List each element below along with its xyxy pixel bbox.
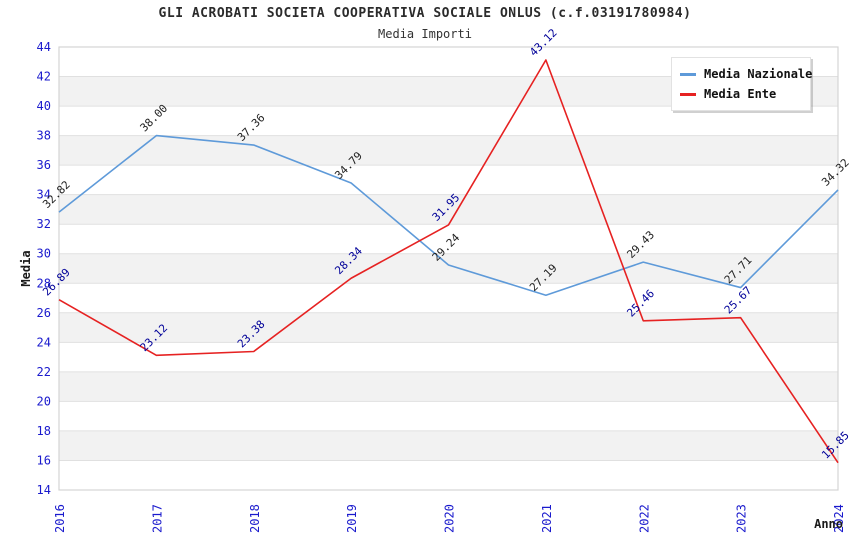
y-tick-label: 18 xyxy=(37,424,51,438)
y-tick-label: 14 xyxy=(37,483,51,497)
y-tick-label: 40 xyxy=(37,99,51,113)
chart-subtitle: Media Importi xyxy=(378,27,472,41)
y-tick-label: 36 xyxy=(37,158,51,172)
y-tick-label: 30 xyxy=(37,247,51,261)
x-tick-label: 2023 xyxy=(735,504,749,533)
y-tick-label: 24 xyxy=(37,335,51,349)
x-tick-label: 2017 xyxy=(150,504,164,533)
legend-label: Media Nazionale xyxy=(704,67,813,81)
x-tick-label: 2021 xyxy=(540,504,554,533)
x-tick-label: 2024 xyxy=(832,504,846,533)
plot-band xyxy=(59,165,838,195)
plot-band xyxy=(59,460,838,490)
plot-border xyxy=(58,46,839,491)
legend-swatch-red-line-icon xyxy=(680,92,696,96)
plot-band xyxy=(59,401,838,431)
y-tick-label: 22 xyxy=(37,365,51,379)
x-axis-title: Anno xyxy=(814,517,843,531)
plot-band xyxy=(59,283,838,313)
y-axis-title: Media xyxy=(19,250,33,286)
legend-swatch-blue-line-icon xyxy=(680,72,696,76)
plot-band xyxy=(59,312,838,343)
y-tick-label: 38 xyxy=(37,129,51,143)
y-tick-label: 34 xyxy=(37,188,51,202)
plot-band xyxy=(59,430,838,461)
series-line-media-ente xyxy=(58,59,839,464)
y-tick-label: 28 xyxy=(37,276,51,290)
y-tick-label: 16 xyxy=(37,453,51,467)
x-tick-label: 2019 xyxy=(345,504,359,533)
y-tick-label: 32 xyxy=(37,217,51,231)
legend-label: Media Ente xyxy=(704,87,777,101)
y-tick-label: 26 xyxy=(37,306,51,320)
plot-band xyxy=(59,224,838,254)
legend-item-media-ente: Media Ente xyxy=(680,84,802,104)
y-tick-label: 42 xyxy=(37,70,51,84)
plot-band xyxy=(59,253,838,284)
x-tick-label: 2020 xyxy=(443,504,457,533)
chart-title: GLI ACROBATI SOCIETA COOPERATIVA SOCIALE… xyxy=(158,6,692,21)
series-line-media-nazionale xyxy=(58,134,839,297)
plot-band xyxy=(59,371,838,402)
chart-legend: Media Nazionale Media Ente xyxy=(671,57,812,111)
x-tick-label: 2016 xyxy=(53,504,67,533)
y-tick-label: 44 xyxy=(37,40,51,54)
y-tick-label: 20 xyxy=(37,394,51,408)
plot-band xyxy=(59,135,838,166)
x-tick-label: 2022 xyxy=(637,504,651,533)
plot-band xyxy=(59,342,838,372)
plot-band xyxy=(59,194,838,225)
x-tick-label: 2018 xyxy=(248,504,262,533)
legend-item-media-nazionale: Media Nazionale xyxy=(680,64,812,84)
